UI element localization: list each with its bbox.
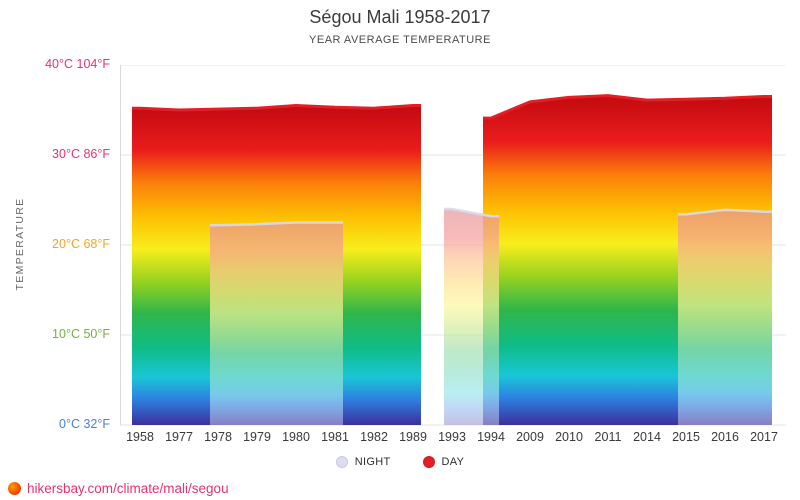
x-tick-label: 2015 xyxy=(672,430,700,444)
legend-night-label: NIGHT xyxy=(354,456,391,468)
chart-title: Ségou Mali 1958-2017 xyxy=(309,7,491,27)
x-tick-label: 1977 xyxy=(165,430,193,444)
y-tick-label: 20°C 68°F xyxy=(52,237,110,251)
x-tick-label: 2016 xyxy=(711,430,739,444)
y-tick-label: 30°C 86°F xyxy=(52,147,110,161)
chart-subtitle: YEAR AVERAGE TEMPERATURE xyxy=(309,34,491,46)
legend-day-label: DAY xyxy=(441,456,465,468)
footer-url: hikersbay.com/climate/mali/segou xyxy=(27,481,229,496)
chart-plot xyxy=(120,65,786,426)
x-tick-label: 2011 xyxy=(594,430,622,444)
x-tick-label: 1958 xyxy=(126,430,154,444)
x-tick-label: 1989 xyxy=(399,430,427,444)
night-legend-dot-icon xyxy=(335,456,348,468)
day-legend-dot-icon xyxy=(422,456,435,468)
footer-link[interactable]: hikersbay.com/climate/mali/segou xyxy=(8,481,229,496)
x-tick-label: 2010 xyxy=(555,430,583,444)
legend-item-night[interactable]: NIGHT xyxy=(335,456,391,468)
y-tick-label: 40°C 104°F xyxy=(45,57,110,71)
x-tick-label: 2009 xyxy=(516,430,544,444)
x-tick-label: 1980 xyxy=(282,430,310,444)
x-tick-label: 1994 xyxy=(477,430,505,444)
chart-legend: NIGHT DAY xyxy=(0,456,800,468)
y-tick-label: 10°C 50°F xyxy=(52,327,110,341)
y-tick-label: 0°C 32°F xyxy=(59,417,110,431)
x-tick-label: 1982 xyxy=(360,430,388,444)
legend-item-day[interactable]: DAY xyxy=(422,456,465,468)
x-tick-label: 2017 xyxy=(750,430,778,444)
x-tick-label: 1979 xyxy=(243,430,271,444)
x-tick-label: 2014 xyxy=(633,430,661,444)
hikersbay-logo-icon xyxy=(8,482,21,495)
x-tick-label: 1978 xyxy=(204,430,232,444)
x-tick-label: 1981 xyxy=(321,430,349,444)
x-tick-label: 1993 xyxy=(438,430,466,444)
